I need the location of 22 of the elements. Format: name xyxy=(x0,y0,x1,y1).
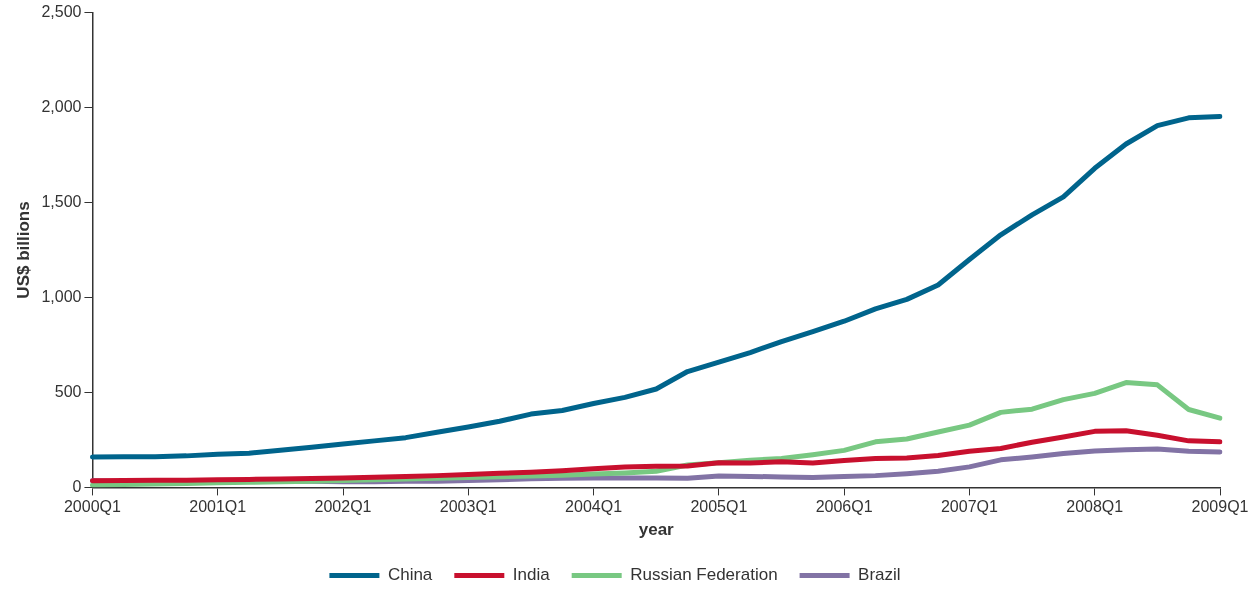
x-tick-label: 2001Q1 xyxy=(189,498,247,516)
y-tick-label: 2,000 xyxy=(41,97,82,115)
y-tick-label: 0 xyxy=(72,477,82,495)
x-tick-label: 2003Q1 xyxy=(439,498,497,516)
legend-label: Brazil xyxy=(858,565,901,585)
x-tick-label: 2009Q1 xyxy=(1191,498,1249,516)
y-tick-label: 1,500 xyxy=(41,192,82,210)
y-axis-title: US$ billions xyxy=(13,201,33,299)
x-axis-title: year xyxy=(638,520,675,540)
x-tick-label: 2006Q1 xyxy=(815,498,873,516)
legend-label: Russian Federation xyxy=(630,565,778,585)
x-tick-label: 2007Q1 xyxy=(940,498,998,516)
x-tick-label: 2004Q1 xyxy=(565,498,623,516)
y-tick-label: 2,500 xyxy=(41,3,82,21)
x-tick-label: 2008Q1 xyxy=(1066,498,1124,516)
y-tick-label: 1,000 xyxy=(41,287,82,305)
y-tick-label: 500 xyxy=(54,382,82,400)
x-tick-label: 2000Q1 xyxy=(63,498,122,516)
x-tick-label: 2005Q1 xyxy=(690,498,748,516)
x-tick-label: 2002Q1 xyxy=(314,498,372,516)
legend-label: India xyxy=(512,565,551,585)
legend-label: China xyxy=(387,565,433,585)
